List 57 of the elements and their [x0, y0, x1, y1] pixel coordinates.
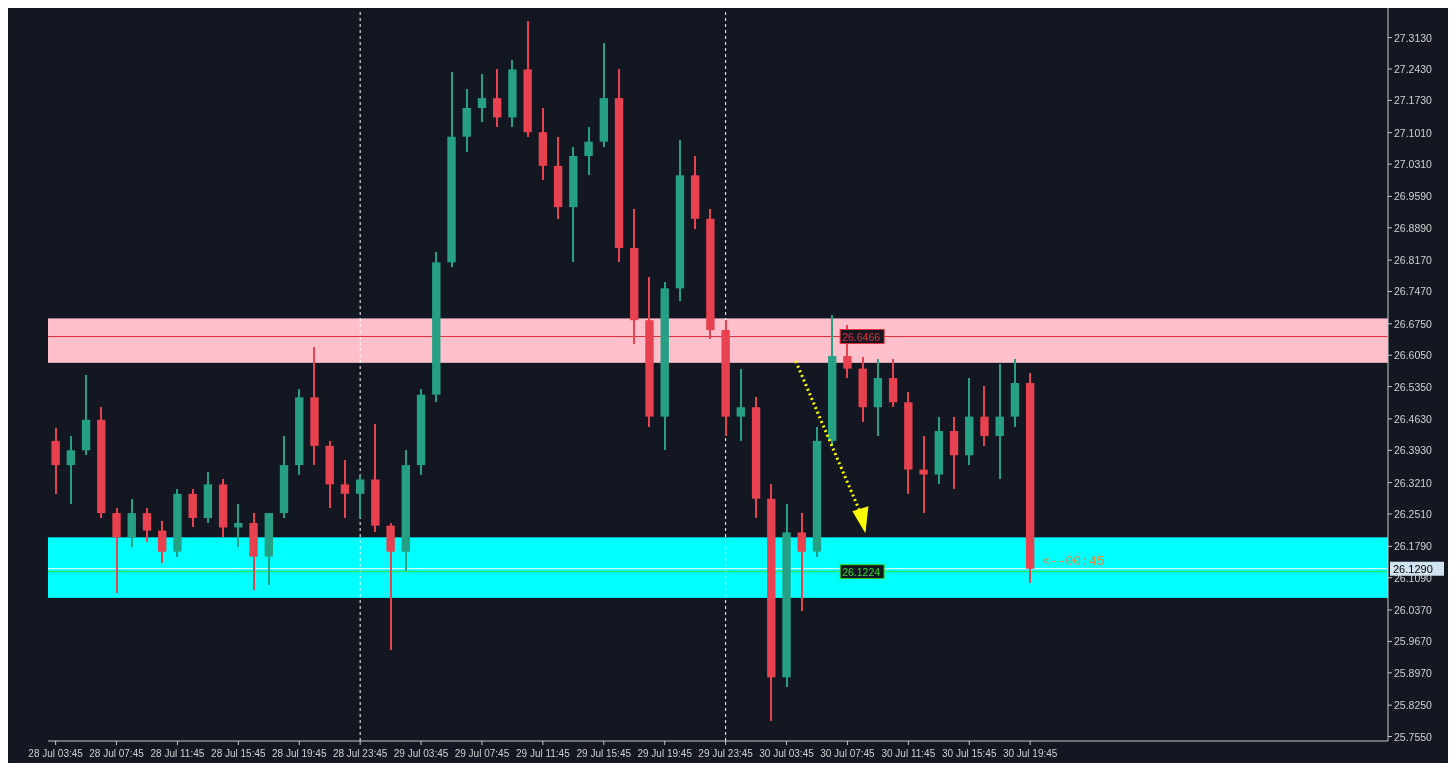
x-tick-label: 28 Jul 15:45	[211, 748, 267, 759]
y-tick-label: 26.1790	[1394, 540, 1433, 553]
ref-line-label: 26.1290	[1393, 562, 1433, 575]
candlestick	[477, 73, 487, 124]
candlestick	[234, 502, 243, 548]
y-tick-label: 26.3930	[1394, 444, 1433, 457]
y-tick-label: 25.7550	[1394, 730, 1433, 743]
x-tick-label: 29 Jul 11:45	[516, 748, 571, 759]
y-tick-label: 26.8170	[1394, 254, 1433, 267]
annotation: <--00:45	[1042, 553, 1105, 569]
y-tick-label: 26.8890	[1394, 221, 1433, 234]
y-tick-label: 27.2430	[1394, 62, 1433, 75]
x-tick-label: 29 Jul 03:45	[393, 748, 449, 759]
candlestick	[355, 473, 365, 520]
y-tick-label: 27.1730	[1394, 94, 1433, 107]
x-tick-label: 29 Jul 15:45	[576, 748, 632, 759]
x-tick-label: 28 Jul 23:45	[332, 748, 388, 759]
candlestick	[66, 434, 76, 505]
candlestick	[919, 434, 928, 515]
candlestick	[158, 519, 167, 565]
candlestick	[142, 507, 152, 544]
y-tick-label: 26.3210	[1394, 476, 1433, 489]
y-tick-label: 26.6050	[1394, 349, 1433, 362]
x-tick-label: 28 Jul 19:45	[272, 748, 327, 759]
x-tick-label: 28 Jul 03:45	[28, 748, 84, 759]
candlestick	[736, 367, 746, 442]
candlestick	[584, 126, 593, 177]
x-tick-label: 29 Jul 07:45	[454, 748, 510, 759]
ref-line-label: 26.1224	[842, 565, 881, 578]
y-tick-label: 27.1010	[1394, 126, 1433, 139]
x-tick-label: 29 Jul 19:45	[637, 748, 693, 759]
y-tick-label: 25.9670	[1394, 635, 1433, 648]
x-tick-label: 29 Jul 23:45	[698, 748, 754, 759]
ref-line-label: 26.6466	[842, 330, 881, 343]
candlestick	[980, 384, 989, 447]
y-tick-label: 26.9590	[1394, 190, 1433, 203]
x-tick-label: 28 Jul 07:45	[89, 748, 145, 759]
y-tick-label: 25.8250	[1394, 699, 1433, 712]
x-tick-label: 30 Jul 03:45	[759, 748, 815, 759]
y-tick-label: 25.8970	[1394, 666, 1433, 679]
y-tick-label: 26.0370	[1394, 604, 1433, 616]
y-tick-label: 26.7470	[1394, 285, 1433, 298]
y-tick-label: 26.6750	[1394, 317, 1433, 330]
candlestick	[797, 512, 806, 613]
y-tick-label: 26.4630	[1394, 412, 1433, 425]
candlestick	[995, 362, 1004, 481]
candlestick	[340, 459, 350, 520]
x-tick-label: 28 Jul 11:45	[150, 748, 205, 759]
x-tick-label: 30 Jul 15:45	[942, 748, 997, 759]
x-tick-label: 30 Jul 19:45	[1002, 748, 1058, 759]
x-tick-label: 30 Jul 11:45	[881, 748, 936, 759]
y-tick-label: 26.5350	[1394, 380, 1433, 393]
y-tick-label: 27.0310	[1394, 158, 1433, 171]
candlestick	[493, 68, 502, 129]
y-tick-label: 27.3130	[1394, 31, 1433, 44]
y-tick-label: 26.2510	[1394, 508, 1433, 520]
x-tick-label: 30 Jul 07:45	[820, 748, 876, 759]
